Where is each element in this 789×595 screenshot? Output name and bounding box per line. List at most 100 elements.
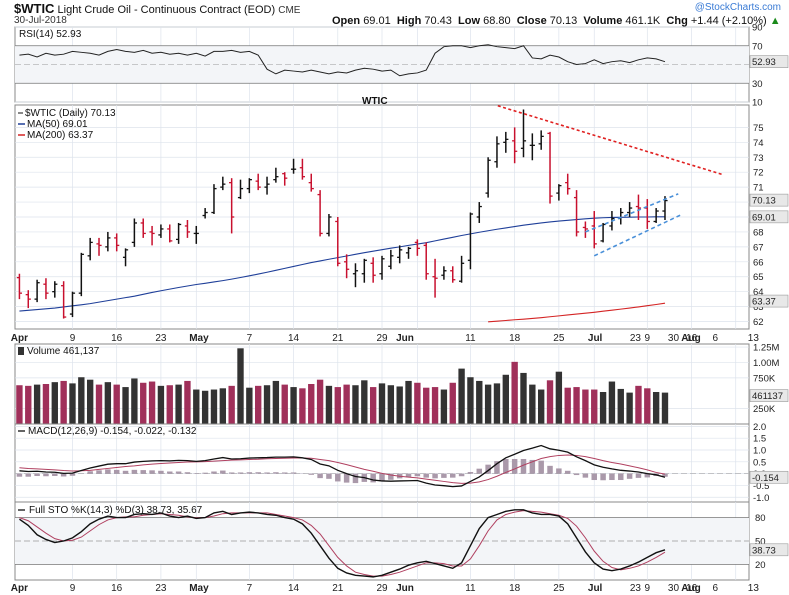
x-tick-label: 16 (111, 333, 123, 344)
ohlc-bar (96, 237, 102, 256)
price-ytick: 73 (753, 153, 764, 164)
volume-bar (237, 348, 244, 424)
x-tick-label-bottom: 21 (332, 583, 344, 594)
volume-ytick: 250K (753, 404, 776, 415)
price-ytick: 74 (753, 138, 764, 149)
macd-signal-line (19, 454, 666, 484)
ma200-tag (749, 294, 789, 308)
ohlc-bar (87, 237, 93, 261)
volume-bar (502, 374, 509, 424)
x-tick-label: Jun (396, 333, 414, 344)
volume-bar (520, 372, 527, 424)
ohlc-bar (105, 231, 111, 252)
ohlc-bar (282, 172, 288, 186)
x-tick-label-bottom: 25 (553, 583, 565, 594)
volume-bar (582, 389, 589, 424)
low-value: 68.80 (483, 15, 511, 27)
macd-histogram-bar (467, 471, 474, 474)
ohlc-bar (211, 184, 217, 215)
macd-histogram-bar (290, 472, 297, 474)
volume-bar (476, 380, 483, 424)
volume-bar (484, 384, 492, 424)
ohlc-bar (114, 233, 120, 252)
volume-bar (493, 383, 501, 424)
volume-bar (51, 382, 58, 424)
volume-bar (608, 381, 616, 424)
macd-histogram-bar (520, 458, 527, 474)
x-tick-label-bottom: 14 (288, 583, 300, 594)
macd-histogram-bar (175, 471, 182, 474)
sto-tag-label: 38.73 (752, 545, 776, 556)
volume-bar (405, 380, 412, 424)
macd-histogram-bar (326, 473, 332, 479)
volume-bar (361, 380, 368, 424)
ohlc-bar (131, 218, 137, 247)
x-tick-label: 13 (748, 333, 760, 344)
x-tick-label-bottom: Apr (11, 583, 28, 594)
macd-title: MACD(12,26,9) -0.154, -0.022, -0.132 (28, 426, 197, 437)
ma50-tag-label: 69.01 (752, 212, 776, 223)
ohlc-bar (538, 130, 544, 150)
close-label: Close (516, 15, 547, 27)
ohlc-bar (69, 291, 76, 318)
volume-bar (423, 387, 430, 424)
macd-histogram-bar (158, 470, 164, 474)
macd-histogram-bar (423, 473, 429, 478)
x-tick-label-bottom: 9 (70, 583, 76, 594)
volume-bar (219, 388, 227, 424)
volume-bar (334, 387, 341, 424)
macd-histogram-bar (281, 472, 288, 474)
trendline-resistance (497, 104, 722, 176)
macd-histogram-bar (237, 472, 244, 474)
ohlc-bar (273, 167, 279, 183)
sto-k-line (19, 509, 666, 578)
macd-histogram-bar (618, 473, 624, 481)
rsi-ytick: 70 (752, 41, 763, 52)
volume-bar (122, 387, 129, 424)
volume-tag-label: 461137 (752, 391, 783, 402)
volume-bar (131, 378, 138, 424)
x-tick-label-bottom: Jul (588, 583, 603, 594)
macd-histogram-bar (388, 473, 394, 480)
symbol-line: $WTIC Light Crude Oil - Continuous Contr… (14, 1, 300, 16)
x-tick-label: 9 (70, 333, 76, 344)
macd-histogram-bar (529, 459, 536, 474)
ohlc-bar (476, 202, 482, 223)
ohlc-bar (467, 212, 474, 270)
volume-bar (396, 386, 403, 424)
ohlc-bar (122, 248, 129, 267)
open-value: 69.01 (363, 15, 391, 27)
volume-bar (378, 383, 386, 424)
macd-histogram-bar (564, 470, 571, 474)
volume-title: Volume 461,137 (27, 346, 100, 357)
macd-histogram-bar (511, 458, 518, 474)
sto-ytick: 20 (755, 560, 766, 571)
ohlc-bar (176, 222, 182, 244)
macd-histogram-bar (582, 473, 589, 478)
x-tick-label: Aug (681, 333, 700, 344)
ohlc-bar (547, 131, 553, 204)
macd-ytick: 2.0 (753, 422, 766, 433)
price-ytick: 68 (753, 227, 764, 238)
macd-histogram-bar (52, 473, 58, 476)
ohlc-bar (299, 158, 306, 180)
ohlc-bar (556, 184, 562, 201)
volume-bar (60, 380, 67, 424)
macd-histogram-bar (591, 473, 597, 481)
x-tick-label: 21 (332, 333, 344, 344)
ohlc-bar (423, 242, 429, 280)
low-label: Low (458, 15, 481, 27)
volume-bar (184, 380, 191, 424)
volume-label: Volume (583, 15, 623, 27)
x-axis: Apr Apr 9 9 16 16 23 23 May May 7 7 14 14 21 21 29 29 Jun J… (11, 333, 760, 594)
x-tick-label: 30 (668, 333, 680, 344)
ohlc-bar (61, 281, 67, 319)
price-ytick: 62 (753, 317, 764, 328)
ma50-tag (749, 210, 789, 224)
x-tick-label-bottom: 23 (155, 583, 167, 594)
volume-bar (440, 389, 448, 424)
ohlc-bar (503, 131, 509, 153)
volume-bar (573, 387, 580, 424)
